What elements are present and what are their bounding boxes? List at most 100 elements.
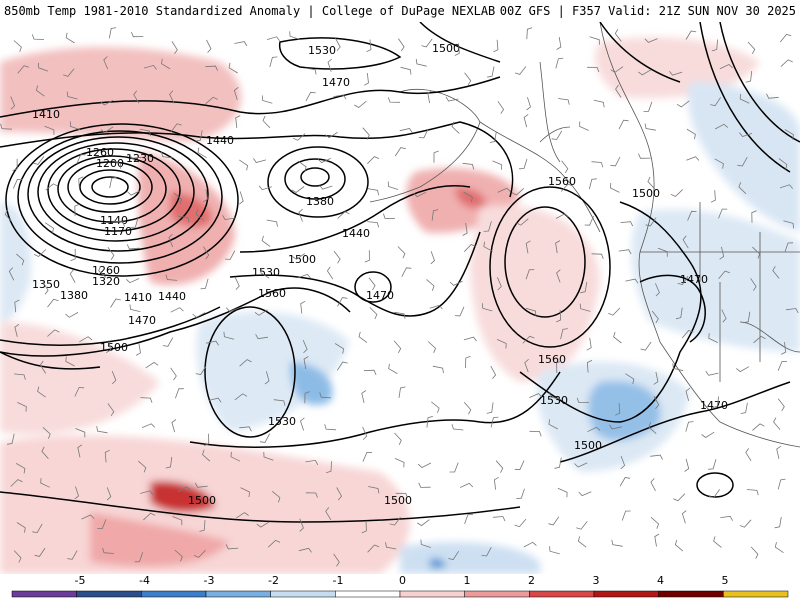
wind-barb	[394, 147, 406, 157]
contour-label: 1500	[100, 341, 128, 354]
wind-barb	[258, 185, 272, 191]
wind-barb	[431, 401, 440, 414]
wind-barb	[781, 342, 787, 355]
wind-barb	[234, 393, 248, 401]
wind-barb	[610, 66, 624, 73]
wind-barb	[555, 213, 569, 219]
wind-barb	[686, 156, 700, 161]
wind-barb	[549, 546, 560, 555]
wind-barb	[110, 298, 121, 308]
wind-barb	[490, 416, 499, 428]
wind-barb	[165, 274, 178, 281]
wind-barb	[292, 253, 305, 260]
wind-barb	[416, 519, 430, 527]
wind-barb	[13, 40, 22, 52]
wind-barb	[427, 90, 433, 104]
wind-barb	[750, 546, 759, 559]
wind-barb	[260, 267, 270, 279]
wind-barb	[430, 251, 435, 265]
wind-barb	[17, 65, 30, 74]
wind-barb	[393, 340, 402, 354]
wind-barb	[161, 151, 173, 159]
wind-barb	[776, 445, 782, 459]
wind-barb	[333, 94, 347, 100]
wind-barb	[369, 307, 378, 320]
wind-barb	[686, 128, 696, 140]
wind-barb	[194, 482, 208, 488]
wind-barb	[208, 397, 222, 403]
colorbar-tick-label: -4	[139, 574, 150, 587]
contour-label: 1380	[60, 289, 88, 302]
wind-barb	[739, 93, 750, 104]
wind-barb	[96, 426, 108, 434]
wind-barb	[255, 334, 269, 340]
wind-barb	[269, 56, 278, 68]
wind-barb	[234, 276, 240, 290]
wind-barb	[165, 456, 173, 469]
colorbar-swatch	[205, 590, 271, 598]
wind-barb	[481, 547, 492, 557]
wind-barb	[45, 183, 58, 191]
wind-barb	[451, 424, 464, 431]
wind-barb	[685, 387, 691, 401]
wind-barb	[203, 433, 210, 446]
wind-barb	[420, 539, 431, 548]
wind-barb	[669, 70, 683, 76]
wind-barb	[714, 158, 724, 169]
wind-barb	[451, 121, 460, 134]
wind-barb	[576, 521, 588, 530]
wind-barb	[74, 486, 79, 500]
wind-barb	[529, 430, 542, 437]
wind-barb	[614, 28, 622, 42]
wind-barb	[516, 488, 525, 499]
wind-barb	[222, 215, 236, 221]
wind-barb	[14, 373, 26, 380]
wind-barb	[65, 32, 75, 44]
wind-barb	[739, 519, 752, 528]
wind-barb	[718, 270, 730, 279]
wind-barb	[161, 58, 171, 70]
wind-barb	[648, 422, 657, 434]
wind-barb	[721, 309, 727, 323]
wind-barb	[298, 208, 304, 222]
wind-barb	[401, 267, 412, 277]
contour-label: 1230	[126, 152, 154, 165]
wind-barb	[708, 333, 718, 343]
wind-barb	[780, 59, 793, 67]
wind-barb	[305, 459, 319, 465]
wind-barb	[177, 486, 191, 493]
wind-barb	[145, 361, 159, 369]
wind-barb	[708, 489, 720, 499]
wind-barb	[395, 492, 408, 499]
wind-barb	[362, 451, 372, 462]
wind-barb	[418, 482, 431, 488]
wind-barb	[12, 158, 18, 171]
colorbar-tick-label: 2	[528, 574, 535, 587]
wind-barb	[239, 426, 252, 432]
wind-barb	[514, 518, 527, 528]
wind-barb	[368, 486, 380, 494]
wind-barb	[460, 482, 474, 488]
wind-barb	[620, 455, 626, 470]
wind-barbs	[0, 27, 799, 567]
wind-barb	[358, 331, 368, 343]
wind-barb	[239, 359, 252, 367]
wind-barb	[363, 369, 377, 375]
wind-barb	[398, 386, 406, 398]
wind-barb	[103, 56, 109, 70]
wind-barb	[495, 460, 504, 473]
wind-barb	[361, 390, 367, 404]
wind-barb	[619, 477, 631, 487]
contour-label: 1440	[206, 134, 234, 147]
colorbar-tick-label: 3	[593, 574, 600, 587]
wind-barb	[364, 72, 369, 86]
wind-barb	[109, 176, 117, 189]
wind-barb	[720, 515, 733, 521]
wind-barb	[6, 433, 15, 445]
wind-barb	[415, 58, 427, 67]
wind-barb	[561, 160, 569, 174]
wind-barb	[681, 330, 694, 339]
wind-barb	[336, 361, 348, 371]
wind-barb	[112, 220, 125, 227]
wind-barb	[526, 97, 531, 111]
